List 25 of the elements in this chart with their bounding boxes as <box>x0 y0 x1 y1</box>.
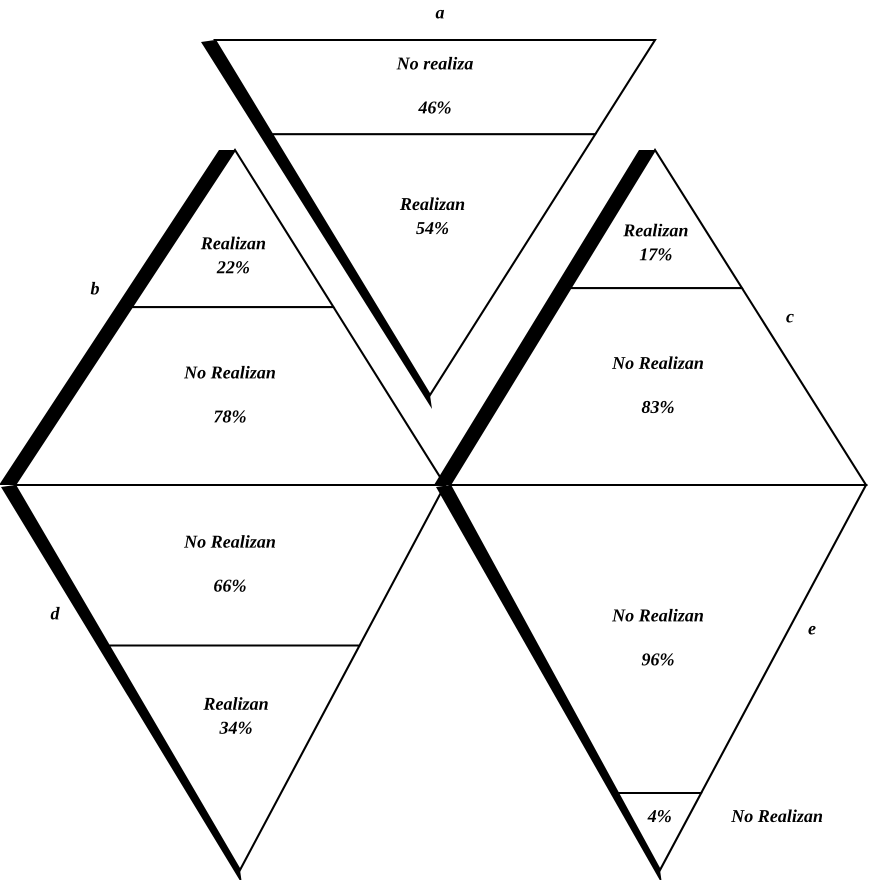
text: c <box>786 314 794 323</box>
data-label: 78% <box>214 410 246 423</box>
category-label: No realiza <box>396 56 473 70</box>
text: d <box>50 606 60 620</box>
data-label: 66% <box>214 580 246 592</box>
text: a <box>436 10 444 19</box>
category-label: No Realizan <box>612 608 704 622</box>
data-label: 54% <box>416 222 448 234</box>
category-label: No Realizan <box>612 356 704 370</box>
category-label: No Realizan <box>731 809 822 822</box>
category-label: No Realizan <box>184 535 276 548</box>
text: b <box>90 282 99 295</box>
data-label: 17% <box>640 248 672 261</box>
text: e <box>808 626 816 635</box>
category-label: No Realizan <box>184 366 276 379</box>
data-label: 83% <box>642 400 674 414</box>
data-label: 22% <box>216 261 250 274</box>
category-label: Realizan <box>200 236 266 250</box>
category-label: Realizan <box>203 697 268 710</box>
data-label: 96% <box>642 653 674 666</box>
data-label: 46% <box>418 101 451 114</box>
category-label: Realizan <box>400 197 464 210</box>
data-label: 4% <box>647 810 671 822</box>
category-label: Realizan <box>623 224 688 236</box>
data-label: 34% <box>219 722 252 734</box>
